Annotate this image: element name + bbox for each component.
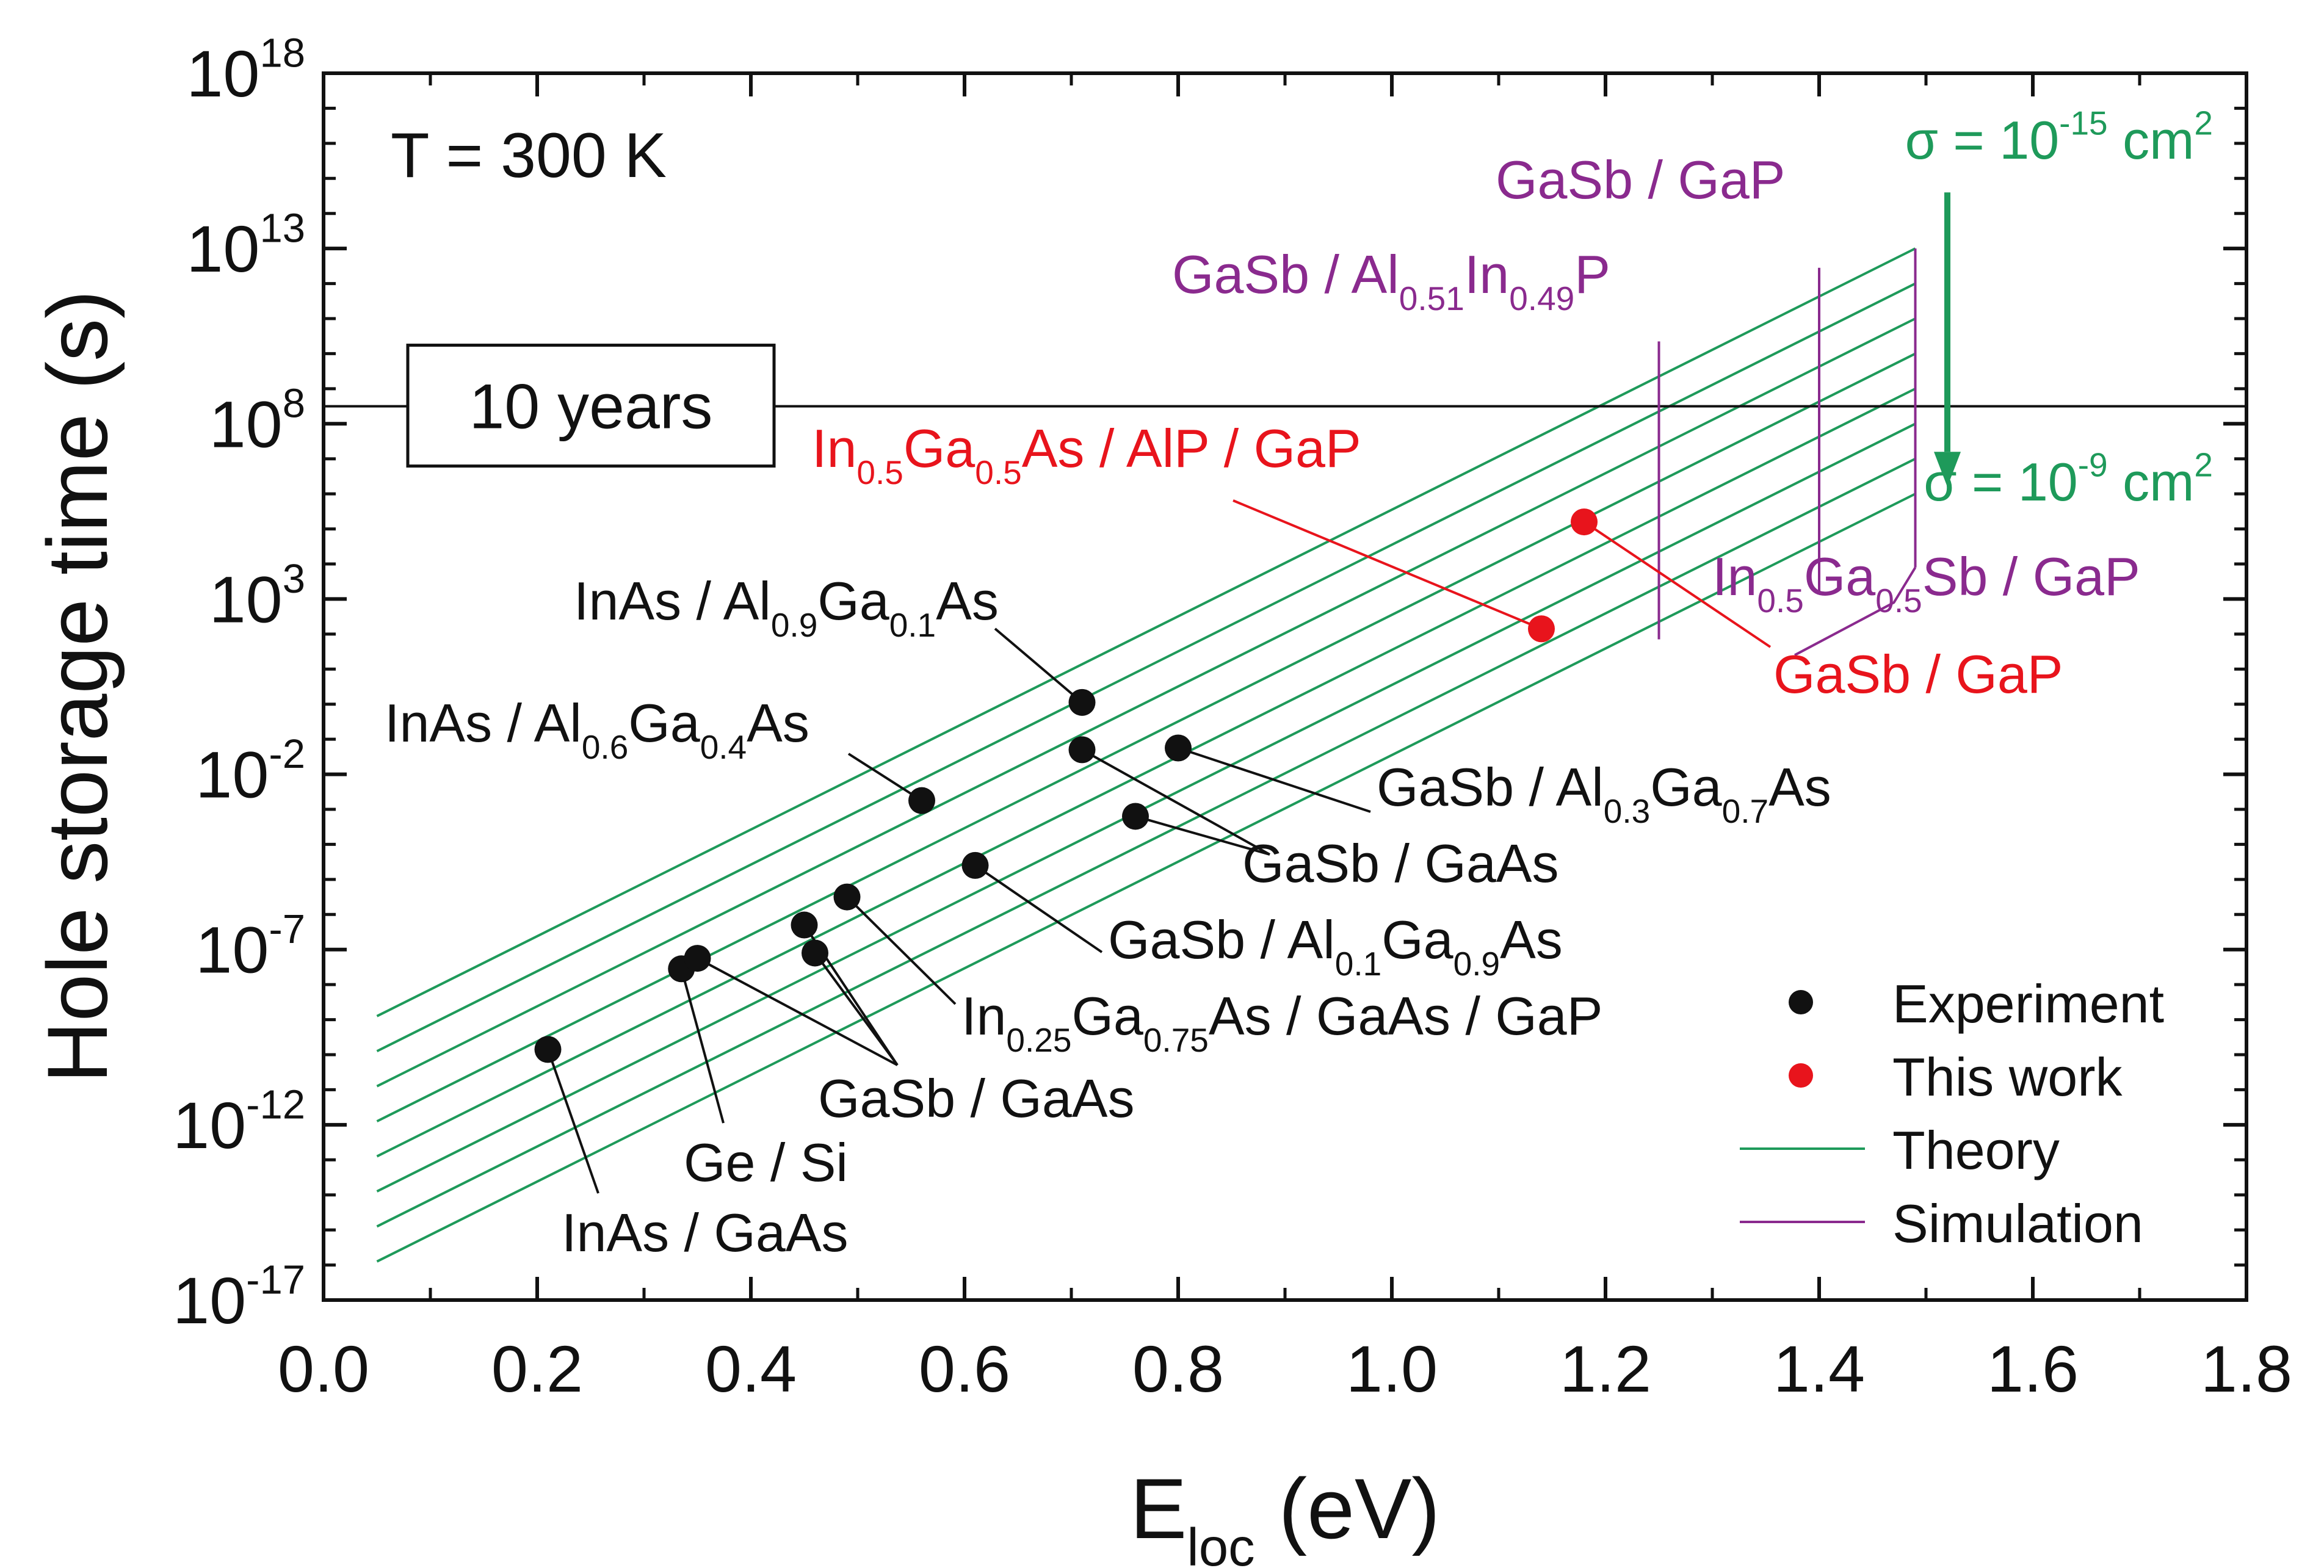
ten-years-group: 10 years — [324, 344, 2246, 468]
x-tick-label: 0.4 — [705, 1332, 797, 1406]
legend-label: Simulation — [1892, 1193, 2143, 1254]
experiment-point — [1068, 688, 1096, 716]
leader-gasb-al01 — [974, 864, 1103, 953]
simulation-label-gasb-gap: GaSb / GaP — [1496, 150, 1785, 210]
y-tick-label: 10-17 — [173, 1257, 305, 1337]
legend-label: Experiment — [1892, 974, 2164, 1034]
annotation-inas-al09: InAs / Al0.9Ga0.1As — [574, 571, 999, 644]
experiment-point — [791, 911, 818, 939]
x-tick-label: 0.8 — [1132, 1332, 1224, 1406]
x-tick-label: 1.0 — [1346, 1332, 1438, 1406]
y-axis-title: Hole storage time (s) — [29, 290, 125, 1083]
y-tick-label: 10-2 — [195, 731, 305, 812]
experiment-point — [908, 787, 935, 814]
experiment-point — [1068, 736, 1096, 764]
simulation-label-ingasb: In0.5Ga0.5Sb / GaP — [1712, 546, 2140, 620]
legend-label: Theory — [1892, 1120, 2060, 1180]
y-tick-label: 1013 — [186, 206, 305, 286]
annotation-inas-al06: InAs / Al0.6Ga0.4As — [385, 693, 809, 766]
axis-labels: Eloc (eV) Hole storage time (s) — [29, 290, 1440, 1568]
x-tick-label: 0.6 — [919, 1332, 1010, 1406]
annotation-leaders — [546, 499, 1917, 1194]
x-axis-title: Eloc (eV) — [1130, 1461, 1440, 1568]
annotation-gasb-gaas-1: GaSb / GaAs — [818, 1068, 1134, 1129]
legend-label: This work — [1892, 1047, 2123, 1107]
x-tick-label: 0.2 — [491, 1332, 583, 1406]
experiment-point — [802, 939, 828, 967]
leader-ingasb — [1794, 566, 1917, 657]
y-tick-label: 10-7 — [195, 906, 305, 987]
this-work-point — [1528, 615, 1555, 643]
annotation-gasb-gaas-2: GaSb / GaAs — [1242, 833, 1558, 894]
experiment-point — [534, 1036, 562, 1063]
experiment-point — [1122, 803, 1149, 830]
ten-years-box — [406, 344, 776, 468]
leader-in05-alp — [1233, 499, 1542, 630]
leader-gasb-gap-red — [1583, 521, 1772, 648]
experiment-point — [961, 851, 989, 879]
leader-gasb-gaas-2b — [1135, 815, 1270, 856]
x-tick-label: 1.2 — [1560, 1332, 1651, 1406]
sigma-top-label: σ = 10-15 cm2 — [1905, 104, 2213, 170]
annotation-ge-si: Ge / Si — [684, 1132, 848, 1193]
y-tick-label: 1018 — [186, 30, 305, 110]
y-tick-label: 108 — [209, 381, 305, 461]
sigma-arrow-head — [1934, 452, 1961, 487]
this-work-point — [1571, 508, 1598, 536]
leader-gasb-gaas-1a — [697, 957, 898, 1066]
ten-years-label: 10 years — [469, 372, 713, 443]
x-tick-label: 0.0 — [278, 1332, 369, 1406]
leader-inas-al06 — [847, 753, 923, 802]
annotation-inas-gaas: InAs / GaAs — [562, 1202, 849, 1263]
data-points — [534, 508, 1598, 1063]
x-tick-label: 1.6 — [1987, 1332, 2079, 1406]
legend-marker — [1789, 1063, 1813, 1088]
leader-ge-si — [680, 968, 725, 1124]
experiment-point — [1165, 734, 1192, 762]
temperature-label: T = 300 K — [391, 120, 667, 191]
sigma-bottom-label: σ = 10-9 cm2 — [1924, 446, 2213, 512]
annotation-in25: In0.25Ga0.75As / GaAs / GaP — [961, 986, 1602, 1059]
experiment-point — [833, 883, 861, 911]
legend-marker — [1789, 990, 1813, 1014]
annotation-gasb-al01: GaSb / Al0.1Ga0.9As — [1108, 909, 1563, 983]
x-tick-label: 1.8 — [2201, 1332, 2292, 1406]
legend: Experiment This work Theory Simulation — [1740, 974, 2164, 1254]
y-tick-label: 103 — [209, 556, 305, 637]
simulation-lines — [1657, 192, 1961, 640]
axis-ticks: 0.0 0.2 0.4 0.6 0.8 1.0 1.2 1.4 1.6 1.8 1018 1013 10… — [173, 30, 2292, 1406]
leader-gasb-gaas-1c — [814, 952, 899, 1066]
leader-gasb-gaas-2a — [1081, 748, 1270, 856]
leader-inas-al09 — [994, 627, 1083, 704]
annotation-gasb-gap-red: GaSb / GaP — [1773, 644, 2063, 704]
leader-gasb-al03 — [1178, 746, 1371, 813]
leader-in25 — [846, 896, 957, 1005]
leader-inas-gaas — [546, 1049, 599, 1194]
annotation-in05-alp: In0.5Ga0.5As / AlP / GaP — [812, 418, 1361, 491]
y-tick-label: 10-12 — [173, 1082, 305, 1162]
annotation-gasb-al03: GaSb / Al0.3Ga0.7As — [1377, 757, 1831, 830]
simulation-label-alinp: GaSb / Al0.51In0.49P — [1172, 244, 1610, 317]
x-tick-label: 1.4 — [1773, 1332, 1865, 1406]
experiment-point — [684, 945, 711, 972]
